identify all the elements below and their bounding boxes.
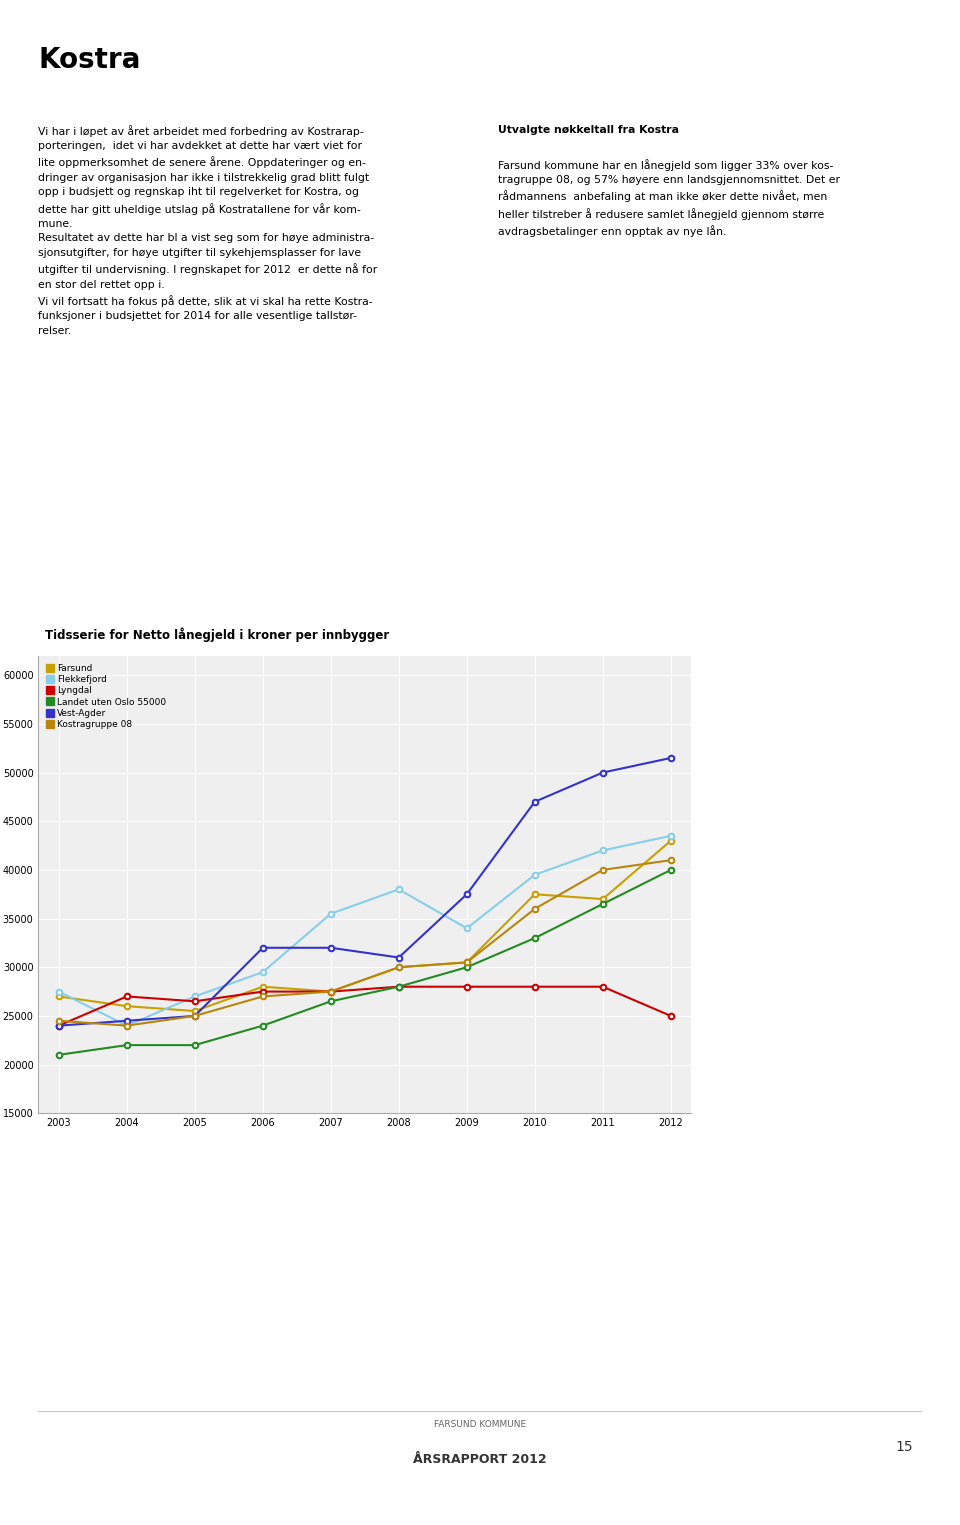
Text: Farsund kommune har en lånegjeld som ligger 33% over kos-
tragruppe 08, og 57% h: Farsund kommune har en lånegjeld som lig… bbox=[497, 159, 840, 236]
Legend: Farsund, Flekkefjord, Lyngdal, Landet uten Oslo 55000, Vest-Agder, Kostragruppe : Farsund, Flekkefjord, Lyngdal, Landet ut… bbox=[43, 660, 170, 734]
Text: 15: 15 bbox=[895, 1440, 913, 1455]
Text: Utvalgte nøkkeltall fra Kostra: Utvalgte nøkkeltall fra Kostra bbox=[497, 125, 679, 134]
Text: Kostra: Kostra bbox=[38, 46, 141, 73]
Text: ÅRSRAPPORT 2012: ÅRSRAPPORT 2012 bbox=[413, 1452, 547, 1466]
Text: FARSUND KOMMUNE: FARSUND KOMMUNE bbox=[434, 1420, 526, 1429]
Text: Tidsserie for Netto lånegjeld i kroner per innbygger: Tidsserie for Netto lånegjeld i kroner p… bbox=[45, 628, 389, 642]
Text: Vi har i løpet av året arbeidet med forbedring av Kostrarap-
porteringen,  idet : Vi har i løpet av året arbeidet med forb… bbox=[38, 125, 377, 336]
